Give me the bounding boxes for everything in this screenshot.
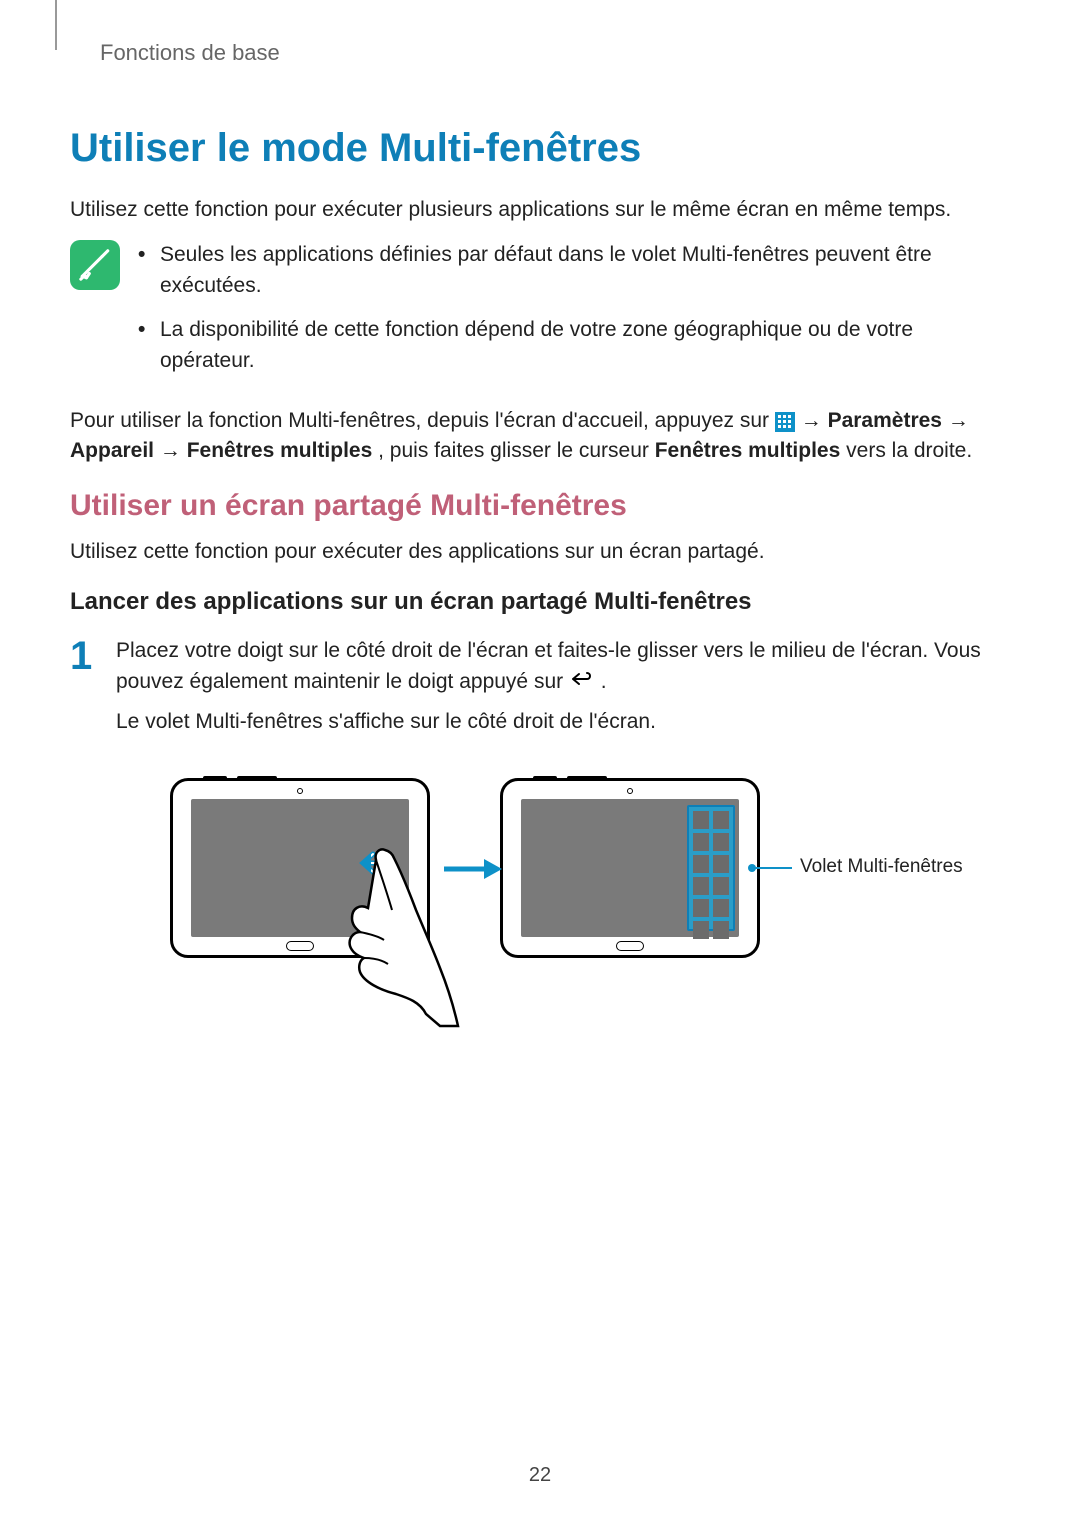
tablet-home-button [286,941,314,951]
breadcrumb: Fonctions de base [100,40,1010,66]
manual-page: Fonctions de base Utiliser le mode Multi… [0,0,1080,1527]
arrow-separator: → [801,409,828,432]
text-fragment: , puis faites glisser le curseur [378,439,655,462]
tablet-button [237,776,277,781]
note-item: Seules les applications définies par déf… [138,240,1010,301]
tablet-camera [627,788,633,794]
text-fragment: Placez votre doigt sur le côté droit de … [116,639,981,692]
back-key-icon [569,667,595,697]
panel-cell [693,811,709,829]
intro-paragraph: Utilisez cette fonction pour exécuter pl… [70,195,1010,224]
panel-cell [713,921,729,939]
text-fragment: vers la droite. [846,439,972,462]
callout-line [752,867,792,869]
panel-cell [693,833,709,851]
margin-accent-line [55,0,57,50]
panel-cell [713,833,729,851]
step-row: 1 Placez votre doigt sur le côté droit d… [70,636,1010,697]
tablet-camera [297,788,303,794]
multiwindow-panel [687,805,735,931]
section-heading: Utiliser un écran partagé Multi-fenêtres [70,489,1010,523]
panel-cell [713,899,729,917]
note-list: Seules les applications définies par déf… [138,240,1010,390]
panel-cell [693,921,709,939]
panel-cell [713,877,729,895]
tablet-button [203,776,227,781]
bold-label: Fenêtres multiples [187,439,373,462]
subsection-heading: Lancer des applications sur un écran par… [70,588,1010,616]
figure: Volet Multi-fenêtres [70,758,1010,1058]
page-number: 22 [0,1464,1080,1487]
tablet-illustration-right [500,778,760,958]
text-fragment: . [601,670,607,693]
bold-label: Appareil [70,439,154,462]
note-item: La disponibilité de cette fonction dépen… [138,315,1010,376]
hand-gesture-icon [330,838,460,1033]
arrow-separator: → [948,409,969,432]
text-fragment: Pour utiliser la fonction Multi-fenêtres… [70,409,775,432]
tablet-button [567,776,607,781]
panel-cell [693,855,709,873]
tablet-button [533,776,557,781]
note-icon [70,240,120,290]
panel-cell [693,899,709,917]
step-text: Placez votre doigt sur le côté droit de … [116,636,1010,697]
callout-label: Volet Multi-fenêtres [800,856,963,878]
bold-label: Fenêtres multiples [655,439,841,462]
panel-cell [713,855,729,873]
tablet-home-button [616,941,644,951]
section-paragraph: Utilisez cette fonction pour exécuter de… [70,537,1010,566]
settings-paragraph: Pour utiliser la fonction Multi-fenêtres… [70,406,1010,465]
page-title: Utiliser le mode Multi-fenêtres [70,126,1010,171]
apps-grid-icon [775,412,795,432]
arrow-separator: → [160,439,187,462]
note-block: Seules les applications définies par déf… [70,240,1010,390]
panel-cell [693,877,709,895]
panel-cell [713,811,729,829]
step-subtext: Le volet Multi-fenêtres s'affiche sur le… [116,707,1010,737]
bold-label: Paramètres [828,409,942,432]
step-number: 1 [70,636,100,676]
